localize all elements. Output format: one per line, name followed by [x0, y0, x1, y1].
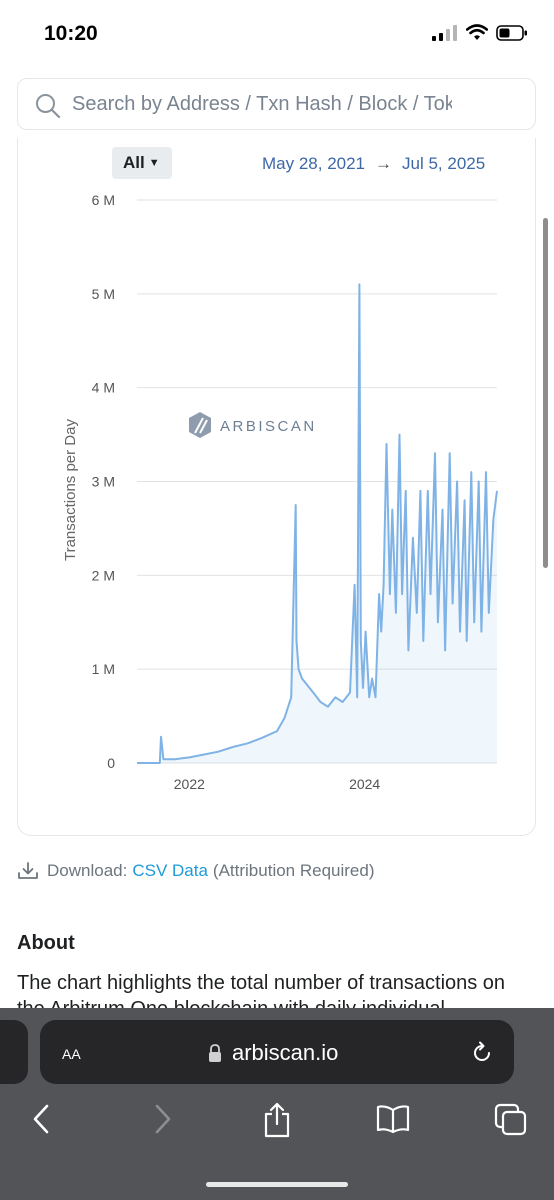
search-icon [36, 94, 61, 119]
attribution-note: (Attribution Required) [212, 861, 375, 880]
range-select[interactable]: All ▼ [112, 147, 172, 179]
date-range-end[interactable]: Jul 5, 2025 [402, 154, 486, 173]
series-area [137, 284, 497, 763]
text-size-button[interactable]: AA [62, 1042, 81, 1065]
arrow-right-icon: → [375, 154, 393, 173]
date-range: May 28, 2021 → Jul 5, 2025 [262, 154, 485, 174]
cellular-signal-icon [432, 24, 457, 41]
y-tick-label: 2 M [92, 567, 115, 583]
battery-icon [496, 24, 527, 41]
y-axis-ticks: 0 1 M 2 M 3 M 4 M 5 M 6 M [92, 192, 116, 771]
previous-tab-preview[interactable] [0, 1020, 28, 1084]
about-heading: About [17, 932, 75, 954]
arbiscan-watermark: ARBISCAN [189, 412, 317, 438]
arbiscan-logo-icon [189, 412, 211, 438]
x-tick-label: 2022 [174, 776, 205, 792]
series-line [137, 283, 498, 764]
y-tick-label: 5 M [92, 286, 115, 302]
back-icon[interactable] [30, 1102, 54, 1136]
text-size-label: AA [62, 1046, 81, 1062]
search-input[interactable] [72, 79, 452, 129]
url-text[interactable]: arbiscan.io [232, 1040, 339, 1065]
forward-icon[interactable] [150, 1102, 174, 1136]
y-tick-label: 6 M [92, 192, 115, 208]
y-tick-label: 3 M [92, 474, 115, 490]
range-select-label: All [123, 153, 145, 172]
y-tick-label: 4 M [92, 380, 115, 396]
address-bar[interactable] [40, 1020, 514, 1084]
share-icon[interactable] [262, 1102, 292, 1138]
reload-icon[interactable] [469, 1040, 495, 1066]
csv-data-link[interactable]: CSV Data [132, 861, 208, 880]
tabs-icon[interactable] [493, 1102, 529, 1138]
date-range-start[interactable]: May 28, 2021 [262, 154, 366, 173]
status-time: 10:20 [44, 22, 98, 45]
search-box[interactable] [17, 78, 536, 130]
home-indicator [206, 1182, 348, 1187]
lock-icon [209, 1044, 221, 1062]
page-scrollbar[interactable] [543, 218, 548, 568]
download-icon [18, 862, 38, 879]
caret-down-icon: ▼ [148, 157, 160, 169]
transactions-chart: 0 1 M 2 M 3 M 4 M 5 M 6 M ARBISCAN 2022 2024 Tr… [62, 192, 498, 792]
x-axis-ticks: 2022 2024 [174, 776, 381, 792]
grid-lines [137, 199, 497, 764]
wifi-icon [466, 24, 488, 40]
bookmarks-icon[interactable] [375, 1102, 411, 1136]
watermark-text: ARBISCAN [220, 418, 317, 435]
status-icons [432, 24, 528, 41]
y-tick-label: 1 M [92, 661, 115, 677]
x-tick-label: 2024 [349, 776, 380, 792]
download-row: Download: CSV Data (Attribution Required… [17, 861, 375, 881]
download-label: Download: [47, 861, 128, 880]
y-axis-title: Transactions per Day [62, 419, 79, 562]
y-tick-label: 0 [107, 755, 115, 771]
